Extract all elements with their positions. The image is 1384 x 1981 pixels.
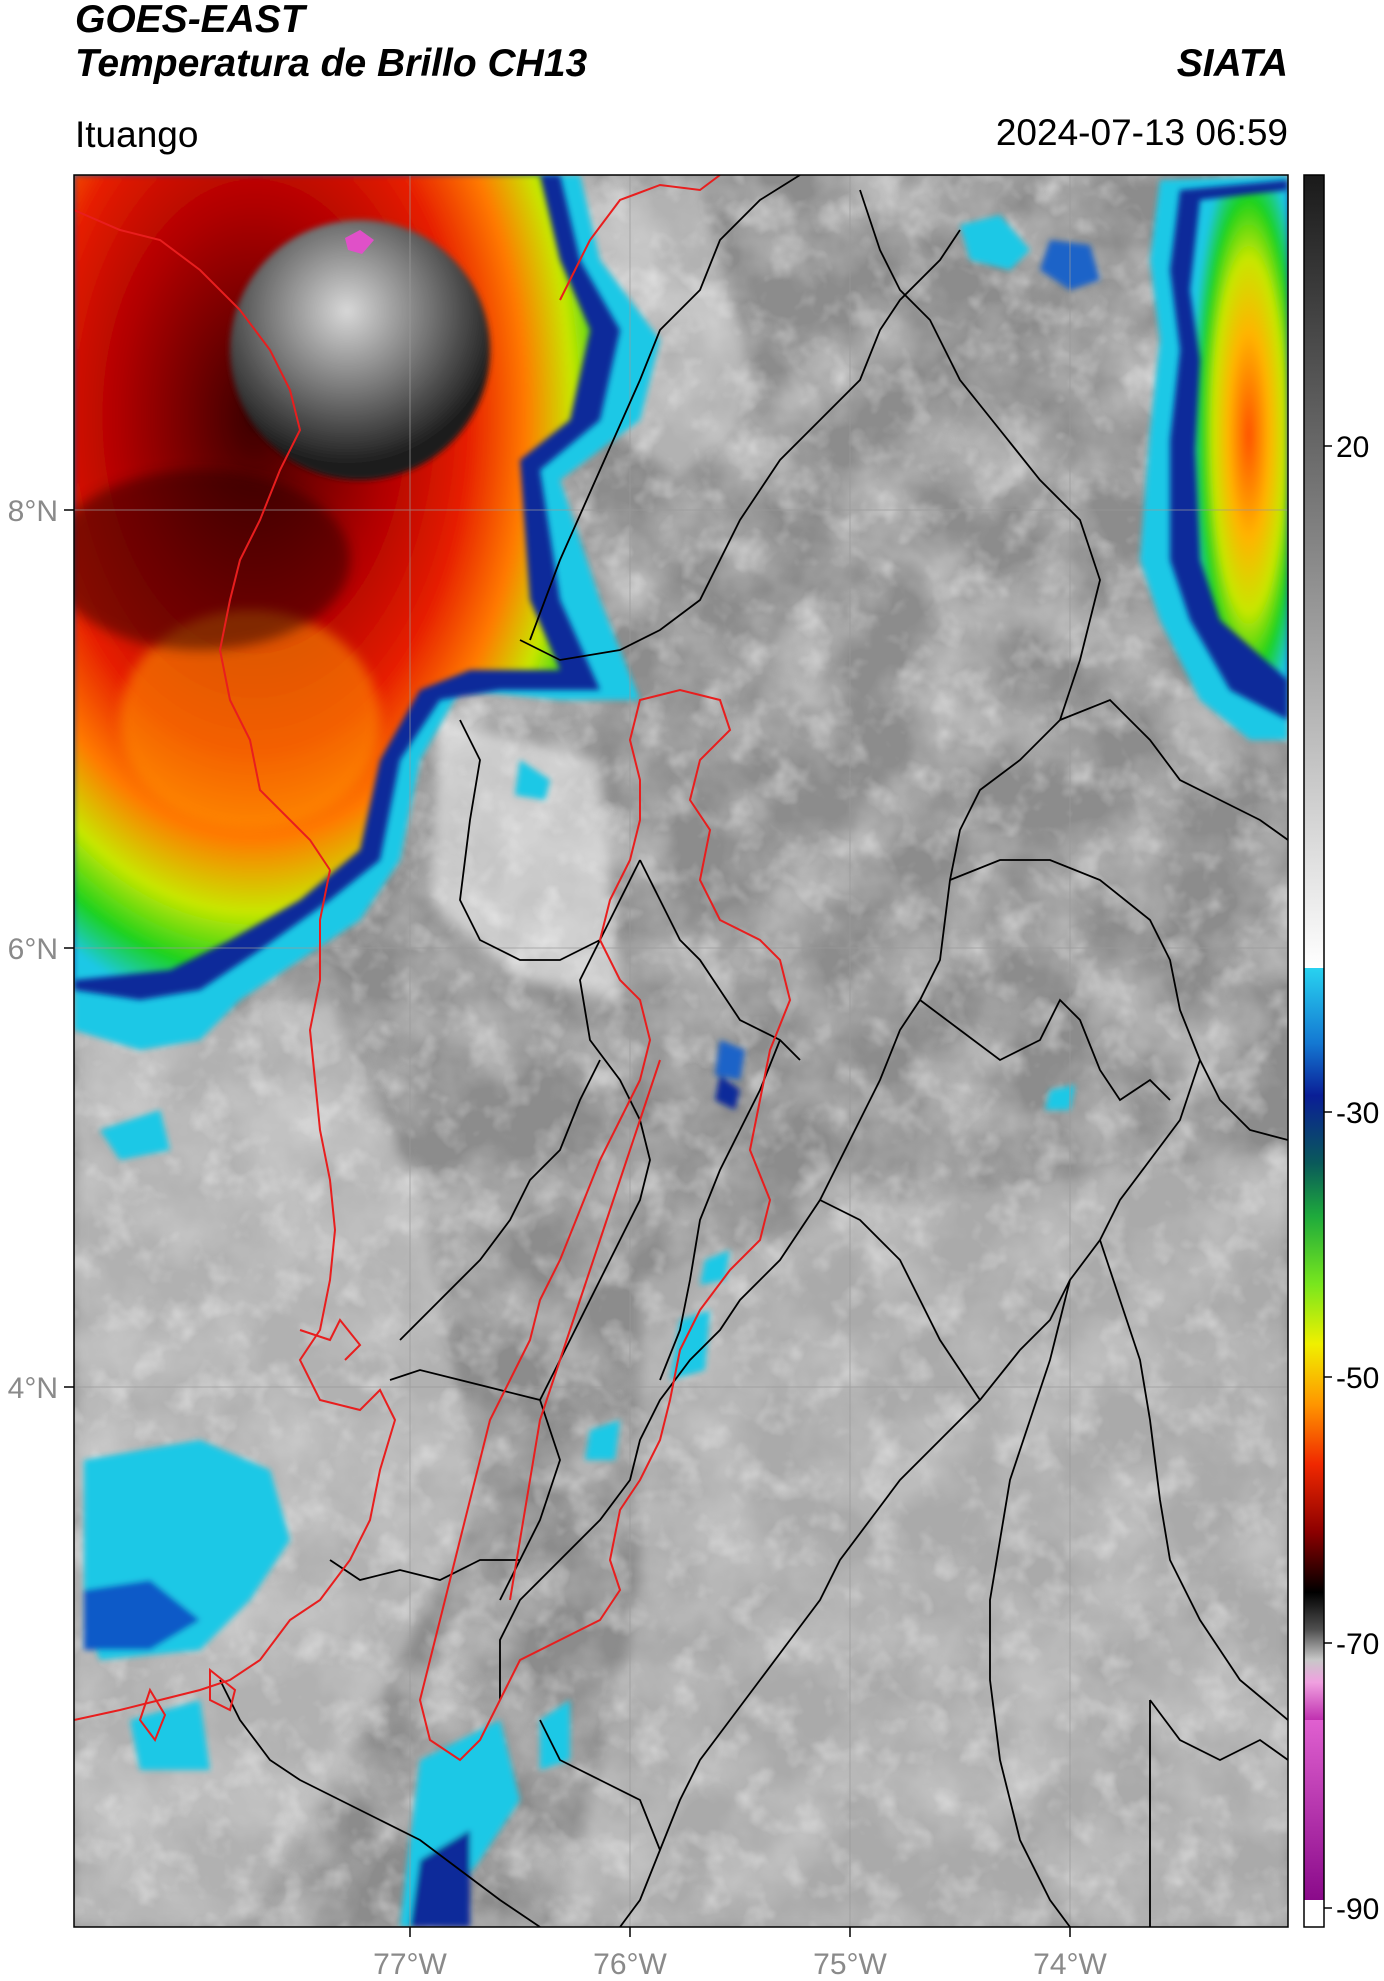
- map-area: [74, 175, 1288, 1927]
- lon-tick-label: 75°W: [813, 1948, 887, 1981]
- scattered-cold-cells: [84, 215, 1100, 1927]
- lon-tick-label: 76°W: [593, 1948, 667, 1981]
- colorbar-tick-label: -90: [1336, 1893, 1379, 1926]
- lat-tick-label: 6°N: [8, 933, 58, 966]
- axis-ticks: [64, 509, 1071, 1937]
- colorbar-tick-label: -30: [1336, 1097, 1379, 1130]
- satellite-title: GOES-EAST: [75, 0, 305, 41]
- northwest-storm-cloud: [74, 175, 660, 1050]
- colorbar-tick-label: -70: [1336, 1628, 1379, 1661]
- colorbar-tick-label: -50: [1336, 1362, 1379, 1395]
- datetime-label: 2024-07-13 06:59: [995, 112, 1288, 153]
- colorbar: 20 -30 -50 -70 -90: [1303, 174, 1379, 1928]
- colorbar-white-segment: [1304, 1900, 1324, 1927]
- colorbar-tick-label: 20: [1336, 431, 1369, 464]
- product-title: Temperatura de Brillo CH13: [75, 42, 588, 85]
- administrative-borders: [219, 175, 1288, 1927]
- colorbar-gray-segment: [1304, 175, 1324, 968]
- lon-tick-label: 74°W: [1033, 1948, 1107, 1981]
- lat-tick-label: 8°N: [8, 495, 58, 528]
- colorbar-purple-segment: [1304, 1720, 1324, 1900]
- basin-and-coast-outlines: [74, 175, 792, 1762]
- graticule: [74, 175, 1288, 1927]
- east-storm-cloud: [1140, 175, 1288, 740]
- lon-tick-label: 77°W: [373, 1948, 447, 1981]
- lat-tick-label: 4°N: [8, 1372, 58, 1405]
- region-label: Ituango: [75, 114, 199, 155]
- agency-label: SIATA: [1176, 42, 1288, 85]
- colorbar-color-segment: [1304, 968, 1324, 1720]
- map-frame: [73, 174, 1289, 1928]
